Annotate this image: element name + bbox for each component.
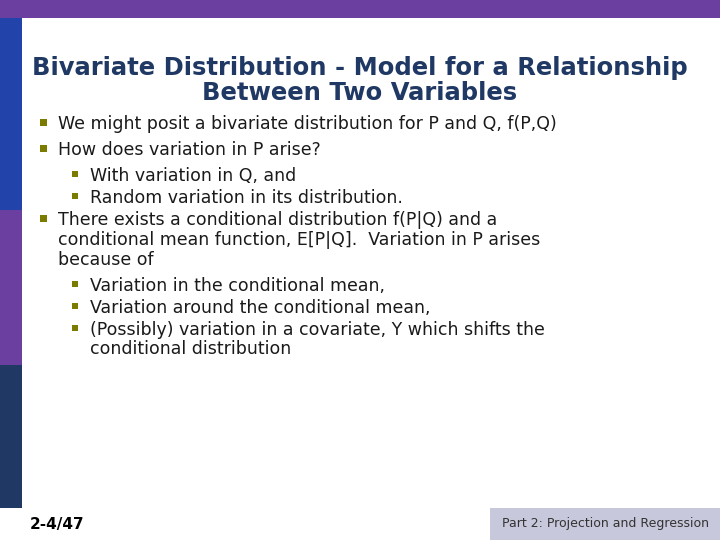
Bar	[72, 303, 78, 309]
Text: Part 2: Projection and Regression: Part 2: Projection and Regression	[502, 517, 708, 530]
Text: because of: because of	[58, 251, 153, 269]
Bar	[0, 210, 22, 365]
Text: conditional mean function, E[P|Q].  Variation in P arises: conditional mean function, E[P|Q]. Varia…	[58, 231, 540, 249]
Bar	[40, 145, 47, 152]
Text: Bivariate Distribution - Model for a Relationship: Bivariate Distribution - Model for a Rel…	[32, 56, 688, 80]
Text: Variation in the conditional mean,: Variation in the conditional mean,	[90, 277, 385, 295]
Bar	[0, 365, 22, 508]
Text: Random variation in its distribution.: Random variation in its distribution.	[90, 189, 403, 207]
Bar	[40, 214, 47, 221]
Bar	[0, 0, 720, 18]
Text: Variation around the conditional mean,: Variation around the conditional mean,	[90, 299, 431, 317]
Bar	[490, 508, 720, 540]
Text: We might posit a bivariate distribution for P and Q, f(P,Q): We might posit a bivariate distribution …	[58, 115, 557, 133]
Bar	[72, 281, 78, 287]
Text: (Possibly) variation in a covariate, Y which shifts the: (Possibly) variation in a covariate, Y w…	[90, 321, 545, 339]
Text: There exists a conditional distribution f(P|Q) and a: There exists a conditional distribution …	[58, 211, 498, 229]
Bar	[0, 18, 22, 210]
Bar	[72, 325, 78, 331]
Text: How does variation in P arise?: How does variation in P arise?	[58, 141, 320, 159]
Text: With variation in Q, and: With variation in Q, and	[90, 167, 296, 185]
Bar	[72, 193, 78, 199]
Bar	[40, 118, 47, 125]
Bar	[72, 171, 78, 177]
Text: 2-4/47: 2-4/47	[30, 516, 85, 531]
Text: conditional distribution: conditional distribution	[90, 340, 292, 358]
Text: Between Two Variables: Between Two Variables	[202, 81, 518, 105]
